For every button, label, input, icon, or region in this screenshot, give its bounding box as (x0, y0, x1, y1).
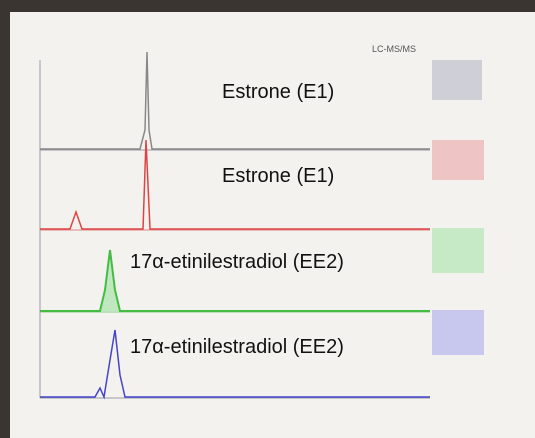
panel-label: Estrone (E1) (222, 81, 334, 103)
panel-label: Estrone (E1) (222, 165, 334, 187)
trace-2 (40, 139, 430, 230)
side-notes (432, 60, 484, 355)
header: LC-MS/MS (372, 44, 416, 54)
panel-label: 17α-etinilestradiol (EE2) (130, 251, 344, 273)
trace-4 (40, 329, 430, 400)
trace-3 (40, 249, 430, 312)
panel-label: 17α-etinilestradiol (EE2) (130, 336, 344, 358)
trace-1 (40, 51, 430, 150)
